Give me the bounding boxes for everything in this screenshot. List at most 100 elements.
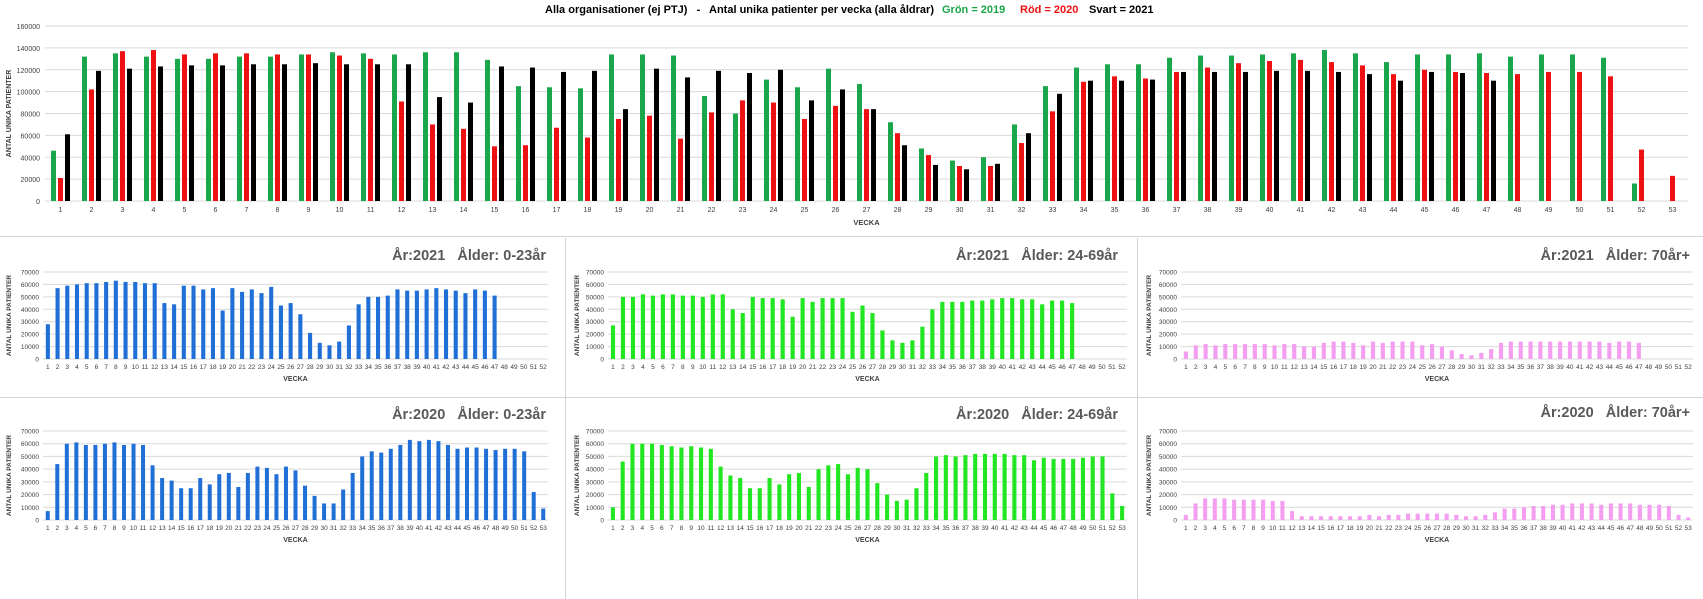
main-bar-series-1 — [275, 54, 280, 201]
sub-bar — [953, 456, 958, 520]
sub-x-tick-label: 28 — [1443, 525, 1451, 532]
sub-bar — [900, 342, 905, 359]
sub-y-tick-label: 10000 — [21, 505, 39, 512]
sub-bar — [950, 301, 955, 359]
sub-bar — [1617, 341, 1622, 359]
sub-x-tick-label: 30 — [326, 364, 334, 371]
main-bar-series-0 — [516, 86, 521, 201]
sub-y-tick-label: 50000 — [586, 454, 604, 461]
sub-bar — [890, 340, 895, 359]
sub-x-tick-label: 23 — [829, 364, 837, 371]
sub-x-tick-label: 13 — [729, 364, 737, 371]
sub-bar — [640, 294, 646, 359]
sub-bar — [1348, 516, 1353, 520]
sub-x-tick-label: 30 — [893, 525, 901, 532]
sub-x-tick-label: 5 — [650, 525, 654, 532]
sub-x-tick-label: 3 — [631, 364, 635, 371]
sub-bar — [855, 467, 860, 520]
sub-x-tick-label: 20 — [795, 525, 803, 532]
main-bar-series-0 — [423, 52, 428, 201]
sub-bar — [249, 289, 254, 359]
sub-x-tick-label: 14 — [1308, 525, 1316, 532]
sub-y-axis-label: ANTAL UNIKA PATIENTER — [1146, 275, 1153, 357]
sub-bar — [698, 447, 704, 520]
main-bar-series-2 — [251, 64, 256, 201]
sub-bar — [434, 288, 439, 359]
main-bar-series-1 — [58, 178, 63, 201]
main-bar-series-2 — [592, 70, 597, 201]
sub-x-tick-label: 23 — [825, 525, 833, 532]
sub-bar — [210, 288, 215, 359]
sub-bar — [760, 298, 765, 359]
sub-x-tick-label: 33 — [349, 525, 357, 532]
sub-bar — [689, 446, 694, 520]
main-bar-series-2 — [654, 68, 659, 201]
sub-y-tick-label: 10000 — [1159, 505, 1177, 512]
sub-bar — [308, 332, 313, 359]
sub-bar — [894, 500, 899, 520]
sub-bar — [1222, 498, 1227, 520]
sub-x-tick-label: 42 — [435, 525, 443, 532]
sub-bar — [1390, 341, 1395, 359]
sub-x-tick-label: 43 — [1021, 525, 1029, 532]
sub-bar — [1213, 345, 1218, 359]
sub-x-tick-label: 9 — [1261, 525, 1265, 532]
sub-y-tick-label: 20000 — [1159, 332, 1177, 339]
main-bar-series-1 — [151, 50, 156, 201]
main-x-tick-label: 22 — [708, 207, 716, 214]
sub-bar — [940, 301, 945, 359]
sub-bar — [943, 455, 948, 520]
sub-x-tick-label: 17 — [197, 525, 205, 532]
main-bar-series-1 — [864, 109, 869, 201]
main-bar-series-0 — [950, 160, 955, 201]
main-x-tick-label: 9 — [307, 207, 311, 214]
sub-bar — [65, 285, 70, 359]
sub-bar — [1558, 341, 1563, 359]
sub-bar — [492, 295, 497, 359]
sub-x-tick-label: 29 — [1458, 364, 1466, 371]
main-x-tick-label: 17 — [553, 207, 561, 214]
sub-bar — [1666, 506, 1671, 520]
sub-x-tick-label: 15 — [178, 525, 186, 532]
sub-bar — [610, 325, 616, 359]
sub-x-tick-label: 49 — [1088, 364, 1096, 371]
sub-x-tick-label: 23 — [1395, 525, 1403, 532]
main-bar-series-2 — [1212, 71, 1217, 201]
sub-bar — [820, 298, 825, 359]
main-bar-series-1 — [709, 112, 714, 201]
sub-x-tick-label: 21 — [1375, 525, 1383, 532]
sub-bar — [226, 472, 231, 520]
sub-bar — [630, 296, 636, 359]
main-bar-series-1 — [1608, 76, 1613, 201]
sub-y-tick-label: 40000 — [586, 467, 604, 474]
sub-x-tick-label: 3 — [65, 525, 69, 532]
sub-bar — [274, 474, 279, 520]
sub-y-tick-label: 10000 — [586, 505, 604, 512]
main-bar-series-0 — [454, 52, 459, 201]
sub-x-tick-label: 1 — [46, 525, 50, 532]
sub-y-tick-label: 0 — [600, 518, 604, 525]
main-x-tick-label: 2 — [90, 207, 94, 214]
sub-y-tick-label: 40000 — [1159, 307, 1177, 314]
sub-bar — [1193, 503, 1198, 520]
main-bar-series-2 — [96, 70, 101, 201]
sub-x-tick-label: 41 — [1009, 364, 1017, 371]
main-bar-series-1 — [1577, 71, 1582, 201]
sub-bar — [1628, 503, 1633, 520]
main-bar-series-2 — [995, 163, 1000, 201]
sub-bar — [1030, 299, 1035, 359]
sub-x-tick-label: 21 — [238, 364, 246, 371]
sub-x-tick-label: 1 — [611, 364, 615, 371]
sub-x-tick-label: 32 — [345, 364, 353, 371]
sub-x-tick-label: 1 — [46, 364, 50, 371]
sub-bar — [750, 296, 755, 359]
sub-x-tick-label: 8 — [680, 525, 684, 532]
sub-bar — [780, 299, 785, 359]
main-bar-series-0 — [237, 56, 242, 201]
main-bar-series-0 — [640, 54, 645, 201]
sub-y-tick-label: 50000 — [1159, 454, 1177, 461]
main-bar-series-0 — [1601, 57, 1606, 201]
sub-x-tick-label: 22 — [815, 525, 823, 532]
main-bar-series-2 — [127, 68, 132, 201]
sub-x-tick-label: 50 — [520, 364, 528, 371]
